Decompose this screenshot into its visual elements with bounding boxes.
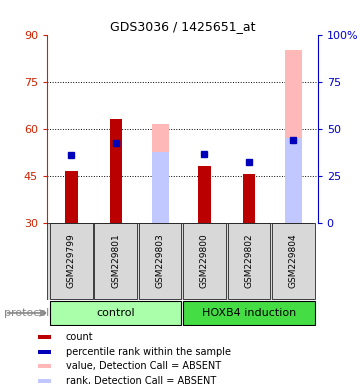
Text: HOXB4 induction: HOXB4 induction: [202, 308, 296, 318]
Bar: [38, 336, 51, 339]
Text: GSM229803: GSM229803: [156, 234, 165, 288]
Text: GSM229802: GSM229802: [244, 234, 253, 288]
Bar: [272, 223, 314, 299]
Bar: [152, 152, 169, 223]
Bar: [183, 223, 226, 299]
Bar: [38, 350, 51, 354]
Text: GSM229804: GSM229804: [289, 234, 298, 288]
Text: protocol: protocol: [4, 308, 49, 318]
Bar: [227, 223, 270, 299]
Bar: [65, 171, 78, 223]
Bar: [243, 174, 255, 223]
Bar: [109, 119, 122, 223]
Text: GSM229799: GSM229799: [67, 234, 76, 288]
Bar: [38, 379, 51, 382]
Bar: [50, 223, 93, 299]
Text: value, Detection Call = ABSENT: value, Detection Call = ABSENT: [66, 361, 221, 371]
Bar: [285, 50, 302, 223]
Text: control: control: [96, 308, 135, 318]
Bar: [38, 364, 51, 368]
Bar: [139, 223, 182, 299]
Text: GSM229801: GSM229801: [111, 234, 120, 288]
Bar: [183, 301, 314, 325]
Text: count: count: [66, 333, 93, 343]
Text: GSM229800: GSM229800: [200, 234, 209, 288]
Bar: [285, 138, 302, 223]
Bar: [152, 124, 169, 223]
Bar: [50, 301, 182, 325]
Bar: [198, 166, 211, 223]
Bar: [95, 223, 137, 299]
Title: GDS3036 / 1425651_at: GDS3036 / 1425651_at: [109, 20, 255, 33]
Text: rank, Detection Call = ABSENT: rank, Detection Call = ABSENT: [66, 376, 216, 384]
Text: percentile rank within the sample: percentile rank within the sample: [66, 347, 231, 357]
